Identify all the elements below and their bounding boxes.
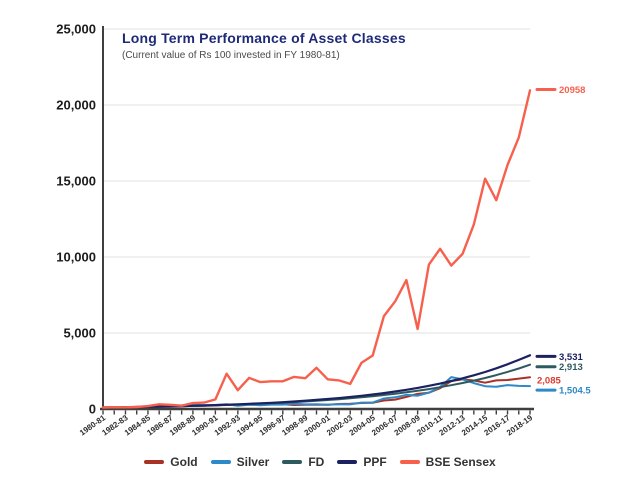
legend-swatch-gold bbox=[144, 460, 165, 464]
legend-item-gold: Gold bbox=[144, 455, 198, 469]
end-value-label-bse-sensex: 20958 bbox=[559, 85, 585, 96]
legend: Gold Silver FD PPF BSE Sensex bbox=[0, 452, 640, 472]
y-axis-tick-label: 0 bbox=[89, 402, 96, 417]
legend-swatch-fd bbox=[282, 460, 303, 464]
legend-swatch-ppf bbox=[337, 460, 358, 464]
y-axis-tick-label: 5,000 bbox=[63, 326, 96, 341]
end-value-label-silver: 1,504.5 bbox=[559, 386, 591, 397]
end-value-label-fd: 2,913 bbox=[559, 362, 583, 373]
legend-label-fd: FD bbox=[308, 455, 325, 469]
series-line-bse-sensex bbox=[101, 89, 532, 409]
chart-title: Long Term Performance of Asset Classes bbox=[122, 30, 406, 46]
legend-item-silver: Silver bbox=[210, 455, 270, 469]
legend-label-silver: Silver bbox=[236, 455, 270, 469]
end-value-label-ppf: 3,531 bbox=[559, 352, 583, 363]
chart-subtitle: (Current value of Rs 100 invested in FY … bbox=[122, 50, 340, 61]
legend-swatch-bse-sensex bbox=[399, 460, 420, 464]
y-axis-tick-label: 20,000 bbox=[56, 98, 96, 113]
x-axis-tick-label: 2018-19 bbox=[505, 413, 535, 438]
series-line-fd bbox=[102, 363, 531, 409]
legend-label-bse-sensex: BSE Sensex bbox=[425, 455, 496, 469]
legend-item-bse-sensex: BSE Sensex bbox=[399, 455, 496, 469]
legend-label-ppf: PPF bbox=[363, 455, 387, 469]
legend-label-gold: Gold bbox=[170, 455, 198, 469]
end-value-label-gold: 2,085 bbox=[537, 375, 561, 386]
y-axis-tick-label: 15,000 bbox=[56, 174, 96, 189]
y-axis-tick-label: 25,000 bbox=[56, 22, 96, 37]
legend-swatch-silver bbox=[210, 460, 231, 464]
legend-item-fd: FD bbox=[282, 455, 324, 469]
legend-item-ppf: PPF bbox=[337, 455, 387, 469]
y-axis-tick-label: 10,000 bbox=[56, 250, 96, 265]
